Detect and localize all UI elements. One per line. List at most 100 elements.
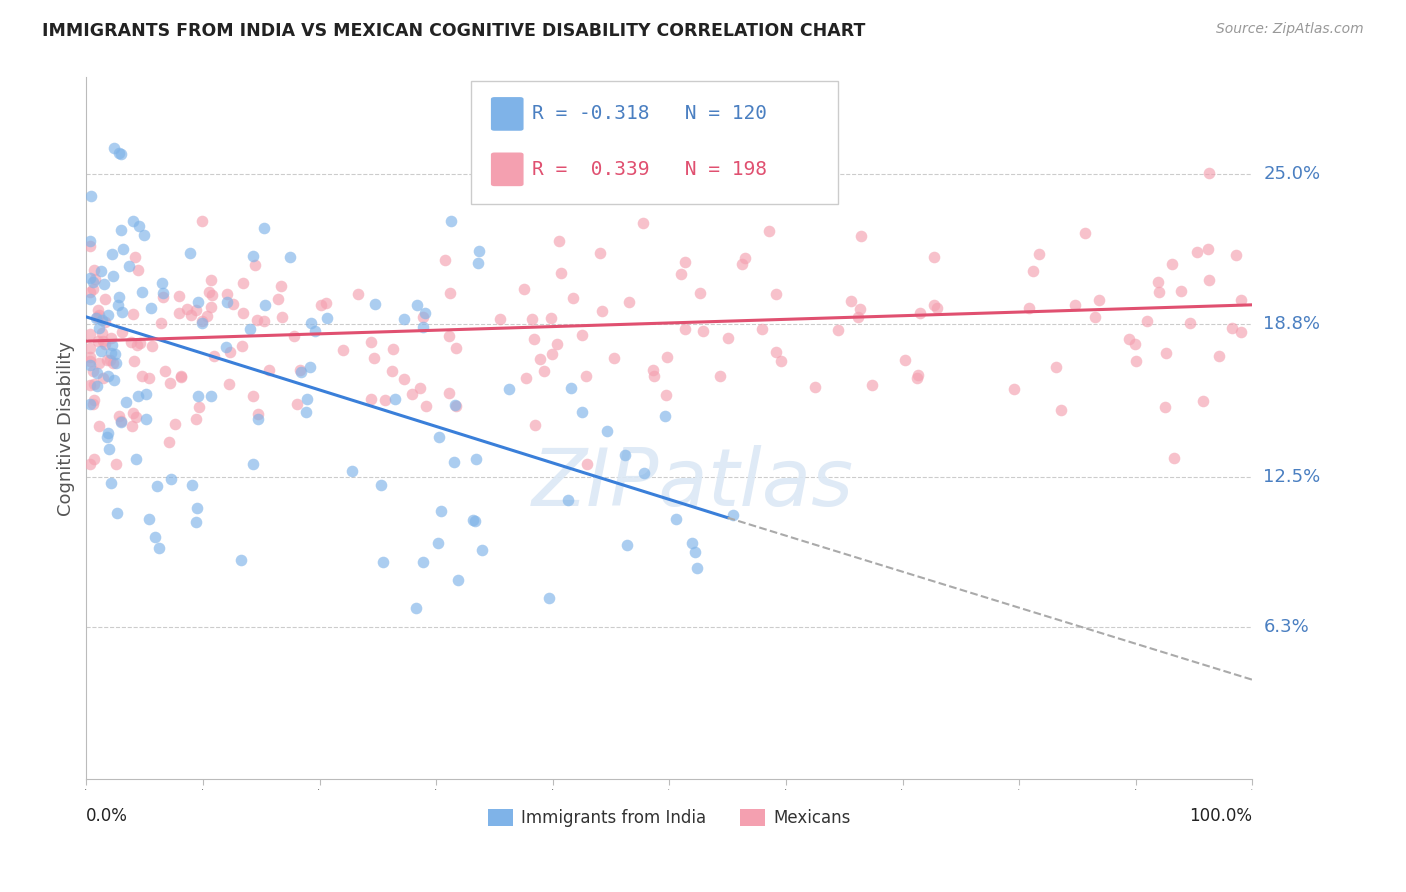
Point [100,346,122,360]
Point [1229,293,1251,307]
Point [122,213,145,227]
Point [79,458,101,472]
Point [184,516,207,530]
Point [413,306,436,320]
Point [187,295,209,310]
Point [100,475,122,490]
Point [125,338,148,352]
Text: R = -0.318   N = 120: R = -0.318 N = 120 [531,104,766,123]
Point [613,448,636,462]
Point [219,345,242,359]
Point [299,316,322,330]
Point [110,415,132,429]
Point [86,366,108,380]
Point [1045,359,1067,374]
Point [146,478,169,492]
Point [363,351,385,365]
Point [464,514,486,528]
Point [86,379,108,393]
Point [860,378,883,392]
Point [374,393,396,408]
Point [83,451,105,466]
Point [465,451,488,466]
Point [239,322,262,336]
Point [231,338,253,352]
Point [271,310,294,324]
Point [415,399,437,413]
Point [765,345,787,359]
Point [91,312,114,326]
Point [340,464,363,478]
Point [392,372,415,386]
Point [94,336,117,351]
Point [1064,298,1087,312]
Point [191,316,214,330]
Point [671,268,693,282]
Point [575,368,598,383]
Point [100,331,122,345]
Point [122,406,145,420]
Point [673,255,696,269]
Point [316,311,339,326]
FancyBboxPatch shape [491,97,523,131]
Point [202,349,225,363]
Point [79,239,101,253]
Point [384,392,406,406]
Point [849,228,872,243]
Point [111,325,134,339]
Point [401,386,423,401]
Point [79,351,101,365]
Point [187,400,209,414]
Point [689,285,711,300]
Point [655,388,678,402]
Point [242,249,264,263]
Point [560,382,582,396]
Point [170,370,193,384]
Point [139,301,162,316]
Point [257,362,280,376]
FancyBboxPatch shape [471,81,838,203]
Point [922,297,945,311]
Point [461,513,484,527]
Point [721,508,744,523]
Point [201,288,224,302]
Point [467,255,489,269]
Point [925,301,948,316]
Point [108,409,131,424]
Point [94,315,117,329]
Point [87,356,110,370]
Point [373,555,395,569]
Point [523,333,546,347]
Point [1170,284,1192,298]
Point [751,322,773,336]
Point [242,458,264,472]
Point [79,271,101,285]
Point [87,321,110,335]
Point [444,398,467,412]
Point [167,306,190,320]
Point [200,273,222,287]
Point [1073,226,1095,240]
Point [246,313,269,327]
Text: 18.8%: 18.8% [1264,315,1320,334]
Point [179,245,201,260]
Point [127,262,149,277]
Point [731,257,754,271]
Point [1225,248,1247,262]
Point [765,287,787,301]
Point [346,287,368,301]
Point [278,250,301,264]
Point [641,363,664,377]
Point [294,405,316,419]
Point [129,336,152,351]
Point [848,310,870,324]
Point [673,322,696,336]
Point [79,353,101,368]
Point [107,298,129,312]
Point [513,282,536,296]
Point [232,305,254,319]
Point [515,370,537,384]
Point [1118,332,1140,346]
Point [246,407,269,421]
Point [533,364,555,378]
